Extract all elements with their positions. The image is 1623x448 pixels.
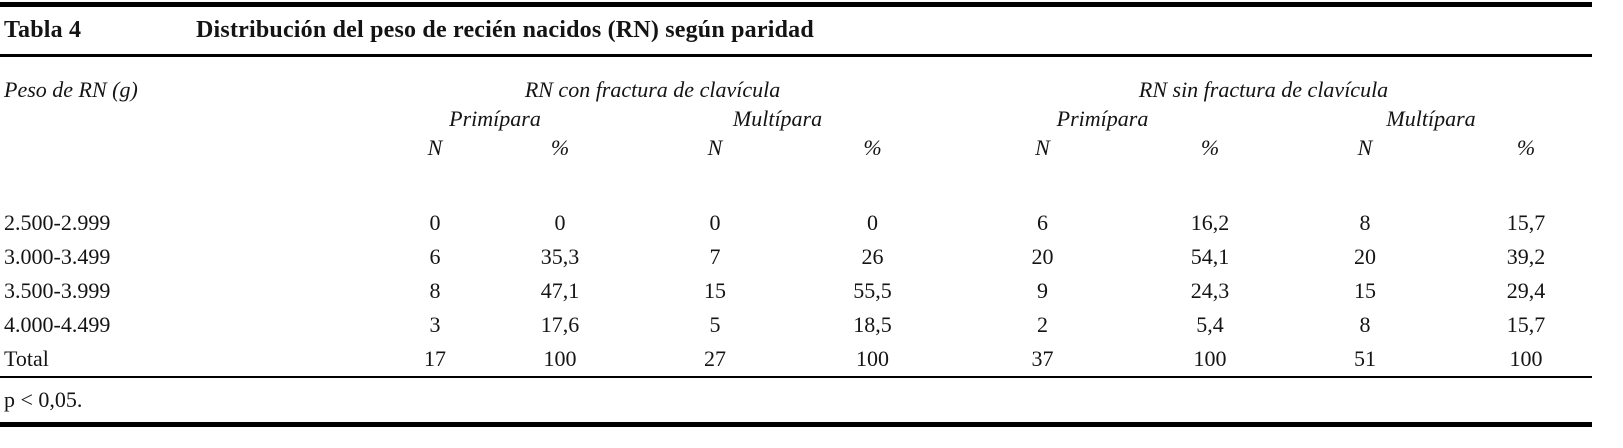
table-cell: 20 <box>1354 244 1377 269</box>
top-rule <box>0 2 1592 7</box>
table-cell: 5,4 <box>1196 312 1224 337</box>
subgroup-header-primipara: Primípara <box>449 105 541 131</box>
table-cell: 100 <box>1193 346 1227 371</box>
empty-cell <box>0 104 370 133</box>
row-label: 3.000-3.499 <box>4 244 111 269</box>
table-cell: 37 <box>1031 346 1054 371</box>
table-cell: 3 <box>429 312 441 337</box>
table-cell: 8 <box>429 278 441 303</box>
table-cell: 35,3 <box>540 244 580 269</box>
table-cell: 16,2 <box>1190 210 1230 235</box>
subgroup-header-multipara: Multípara <box>1386 105 1476 131</box>
table-cell: 2 <box>1037 312 1049 337</box>
table-cell: 8 <box>1359 210 1371 235</box>
table-cell: 39,2 <box>1506 244 1546 269</box>
row-label: 3.500-3.999 <box>4 278 111 303</box>
table-cell: 54,1 <box>1190 244 1230 269</box>
table-cell: 17,6 <box>540 312 580 337</box>
footnote-rule <box>0 376 1592 378</box>
table-cell: 15,7 <box>1506 210 1546 235</box>
table-row: 4.000-4.499 3 17,6 5 18,5 2 5,4 8 15,7 <box>0 308 1592 342</box>
table-cell: 15 <box>704 278 726 303</box>
group-header-row: Peso de RN (g) RN con fractura de clavíc… <box>0 75 1592 104</box>
table-row-total: Total 17 100 27 100 37 100 51 100 <box>0 342 1592 376</box>
table-cell: 8 <box>1359 312 1371 337</box>
table-cell: 7 <box>709 244 721 269</box>
table-cell: 100 <box>1509 346 1543 371</box>
table-cell: 27 <box>704 346 726 371</box>
group-header-con-fractura: RN con fractura de clavícula <box>524 76 781 102</box>
table-cell: 29,4 <box>1506 278 1546 303</box>
header-body-gap <box>0 162 1592 206</box>
table-caption: Tabla 4 Distribución del peso de recién … <box>0 7 1623 54</box>
footnote: p < 0,05. <box>4 387 83 412</box>
row-label: Total <box>4 346 49 371</box>
table-cell: 5 <box>709 312 721 337</box>
table-row: 3.500-3.999 8 47,1 15 55,5 9 24,3 15 29,… <box>0 274 1592 308</box>
table-cell: 6 <box>1037 210 1049 235</box>
table-cell: 15,7 <box>1506 312 1546 337</box>
table-cell: 18,5 <box>853 312 892 337</box>
col-header-pct: % <box>1200 134 1220 160</box>
measure-header-row: N % N % N % N % <box>0 133 1592 162</box>
col-header-n: N <box>427 134 443 160</box>
table-title: Distribución del peso de recién nacidos … <box>196 17 814 43</box>
table-row: 3.000-3.499 6 35,3 7 26 20 54,1 20 39,2 <box>0 240 1592 274</box>
row-label: 4.000-4.499 <box>4 312 111 337</box>
table-cell: 15 <box>1354 278 1377 303</box>
table-cell: 9 <box>1037 278 1049 303</box>
caption-rule <box>0 54 1592 57</box>
col-header-n: N <box>707 134 723 160</box>
column-header-peso: Peso de RN (g) <box>4 76 138 102</box>
col-header-pct: % <box>550 134 570 160</box>
table-cell: 26 <box>861 244 884 269</box>
table-cell: 0 <box>709 210 721 235</box>
table-cell: 0 <box>554 210 566 235</box>
col-header-n: N <box>1035 134 1050 160</box>
subgroup-header-primipara: Primípara <box>1056 105 1149 131</box>
col-header-n: N <box>1357 134 1373 160</box>
table-cell: 24,3 <box>1190 278 1230 303</box>
table-cell: 100 <box>856 346 889 371</box>
empty-cell <box>0 133 370 162</box>
table-cell: 47,1 <box>540 278 580 303</box>
group-header-sin-fractura: RN sin fractura de clavícula <box>1138 76 1389 102</box>
col-header-pct: % <box>1516 134 1536 160</box>
table-cell: 17 <box>424 346 446 371</box>
bottom-rule <box>0 422 1592 427</box>
table-cell: 6 <box>429 244 441 269</box>
table-cell: 20 <box>1031 244 1054 269</box>
table-cell: 100 <box>543 346 577 371</box>
row-label: 2.500-2.999 <box>4 210 111 235</box>
data-table: Peso de RN (g) RN con fractura de clavíc… <box>0 75 1592 376</box>
table-cell: 0 <box>429 210 441 235</box>
table-cell: 0 <box>867 210 878 235</box>
table-cell: 51 <box>1354 346 1377 371</box>
col-header-pct: % <box>863 134 882 160</box>
table-number: Tabla 4 <box>4 17 82 43</box>
table-row: 2.500-2.999 0 0 0 0 6 16,2 8 15,7 <box>0 206 1592 240</box>
subgroup-header-row: Primípara Multípara Primípara Multípara <box>0 104 1592 133</box>
subgroup-header-multipara: Multípara <box>732 105 823 131</box>
table-cell: 55,5 <box>853 278 892 303</box>
